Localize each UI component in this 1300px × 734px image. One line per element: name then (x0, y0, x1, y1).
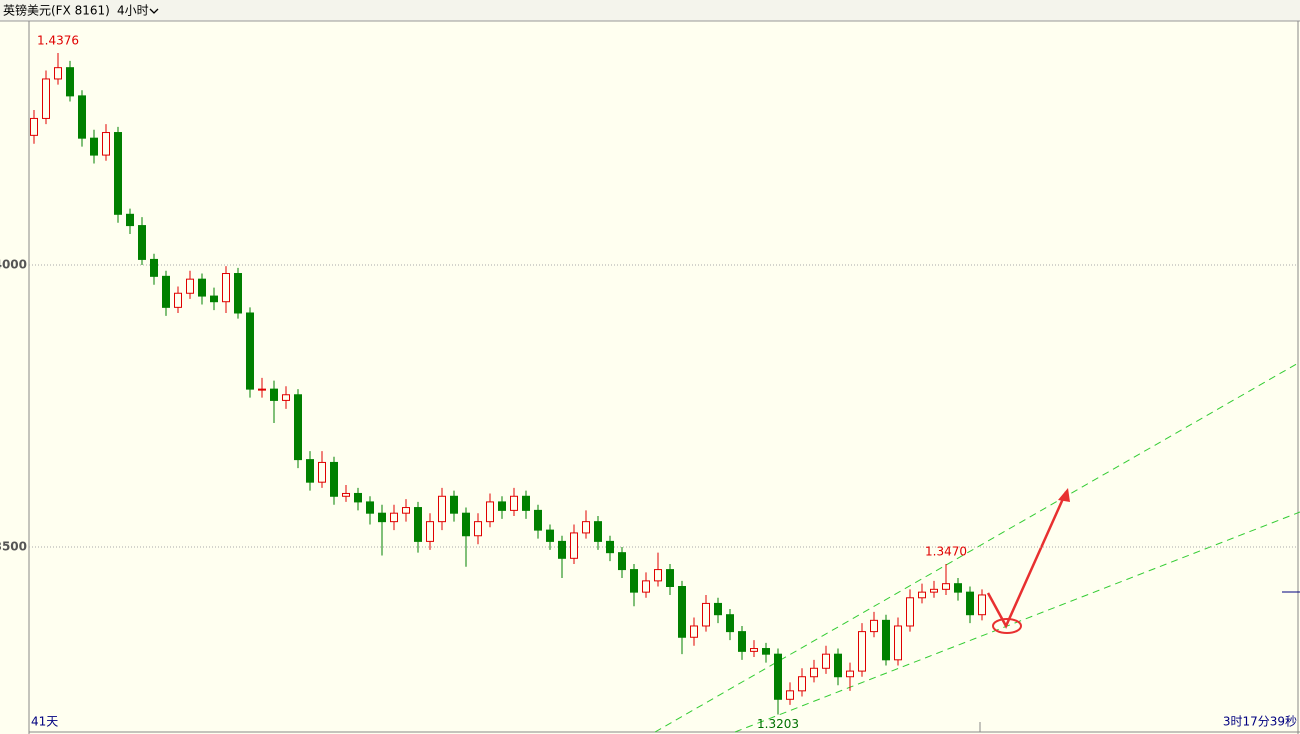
price-annotation: 1.3203 (757, 717, 799, 731)
candle-body (366, 501, 374, 514)
candle-body (270, 388, 278, 401)
candle-body (726, 614, 734, 633)
candle-body (618, 552, 626, 571)
candle-body (690, 625, 698, 638)
candle-body (522, 495, 530, 511)
candle-body (486, 501, 494, 523)
candle-body (282, 394, 290, 401)
range-label: 41天 (31, 715, 58, 729)
candle-body (642, 580, 650, 593)
y-tick-label: 1.3500 (0, 540, 27, 554)
candle-body (258, 388, 266, 391)
candle-body (138, 225, 146, 260)
candle-body (498, 501, 506, 511)
candle-body (546, 529, 554, 542)
candle-body (306, 459, 314, 483)
candle-body (30, 117, 38, 136)
candle-body (390, 512, 398, 523)
candle-body (606, 540, 614, 554)
candle-body (414, 507, 422, 542)
candle-body (102, 132, 110, 156)
candle-body (582, 521, 590, 534)
candle-body (90, 137, 98, 156)
candle-body (534, 509, 542, 531)
candle-body (930, 588, 938, 593)
candle-body (570, 532, 578, 559)
candle-body (870, 619, 878, 633)
candle-body (354, 492, 362, 503)
candle-body (174, 292, 182, 308)
candle-body (942, 583, 950, 590)
candle-body (918, 591, 926, 599)
candle-body (630, 569, 638, 593)
trend-line-upper (654, 361, 1300, 733)
price-annotation: 1.4376 (37, 34, 79, 48)
candle-body (558, 540, 566, 559)
candle-body (378, 512, 386, 523)
highlight-circle (992, 618, 1022, 634)
candle-body (246, 312, 254, 390)
candle-body (234, 273, 242, 314)
candle-body (798, 676, 806, 692)
arrow-head (1058, 488, 1070, 502)
candle-body (114, 132, 122, 215)
candle-body (858, 631, 866, 672)
candle-body (786, 690, 794, 700)
candle-body (426, 521, 434, 542)
forecast-arrow (986, 491, 1068, 629)
candle-body (762, 648, 770, 655)
candle-body (150, 258, 158, 277)
candle-body (882, 619, 890, 661)
y-tick-label: 1.4000 (0, 258, 27, 272)
header-bar (0, 0, 1300, 21)
candle-body (822, 653, 830, 669)
candle-body (834, 653, 842, 678)
candle-body (66, 67, 74, 97)
candle-body (438, 495, 446, 523)
candle-body (966, 591, 974, 616)
candle-body (738, 631, 746, 652)
candle-body (42, 78, 50, 119)
period-selector[interactable]: 4小时 (117, 4, 149, 18)
candle-body (678, 586, 686, 638)
candle-body (342, 492, 350, 497)
candle-body (222, 273, 230, 303)
candle-body (462, 512, 470, 537)
candle-body (186, 278, 194, 294)
countdown: 3时17分39秒 (1223, 715, 1297, 729)
price-annotation: 1.3470 (925, 544, 967, 558)
candle-body (126, 213, 134, 227)
candle-body (510, 495, 518, 511)
candle-body (54, 67, 62, 80)
candle-body (750, 648, 758, 652)
candle-body (906, 597, 914, 627)
candle-body (702, 602, 710, 627)
candle-body (210, 295, 218, 303)
candle-body (198, 278, 206, 297)
candle-body (402, 507, 410, 514)
candle-body (78, 95, 86, 139)
candle-body (810, 667, 818, 678)
candle-body (978, 594, 986, 616)
candle-body (954, 583, 962, 593)
candle-body (654, 569, 662, 582)
candle-body (714, 602, 722, 616)
candle-body (294, 394, 302, 461)
candle-body (594, 521, 602, 542)
candle-body (318, 461, 326, 483)
dropdown-icon[interactable] (149, 8, 159, 14)
candle-body (846, 670, 854, 678)
candle-body (666, 569, 674, 588)
candle-body (330, 461, 338, 497)
candle-body (450, 495, 458, 514)
candle-body (474, 521, 482, 537)
candle-body (894, 625, 902, 661)
chart-title: 英镑美元(FX 8161) (3, 3, 110, 18)
candle-body (162, 275, 170, 308)
candle-body (774, 653, 782, 700)
